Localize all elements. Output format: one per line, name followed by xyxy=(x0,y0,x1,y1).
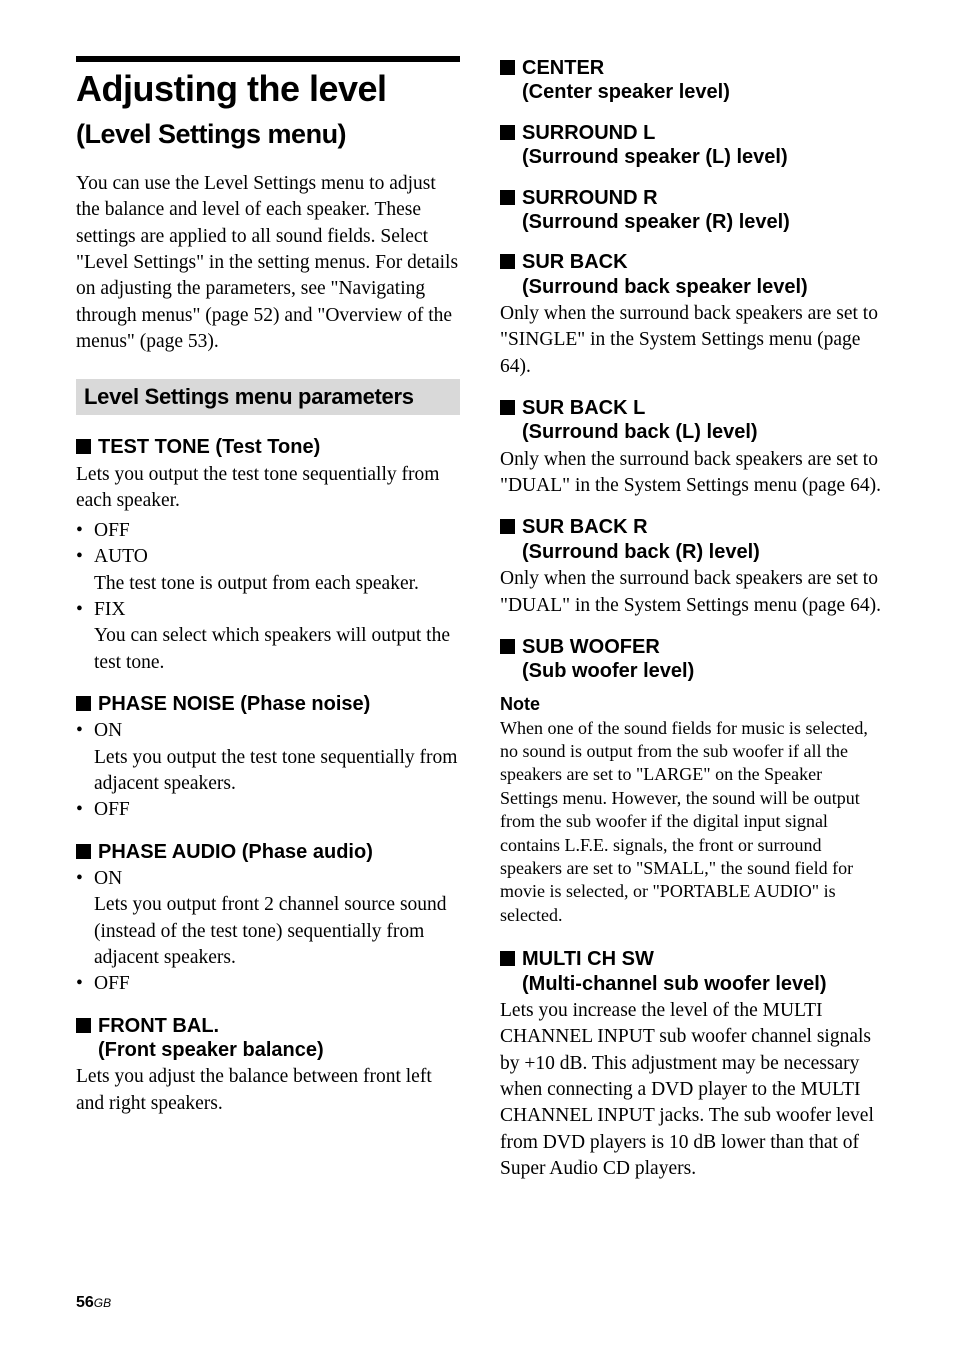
page-columns: Adjusting the level (Level Settings menu… xyxy=(76,56,884,1198)
page-number: 56GB xyxy=(76,1294,111,1312)
square-bullet-icon xyxy=(500,190,515,205)
param-desc: Lets you output the test tone sequential… xyxy=(76,462,460,515)
square-bullet-icon xyxy=(500,254,515,269)
square-bullet-icon xyxy=(76,439,91,454)
bullet-item: ON Lets you output the test tone sequenti… xyxy=(76,718,460,797)
page-title: Adjusting the level (Level Settings menu… xyxy=(76,68,460,153)
param-sur-back-l: SUR BACK L (Surround back (L) level) Onl… xyxy=(500,396,884,499)
param-phase-audio: PHASE AUDIO (Phase audio) ON Lets you out… xyxy=(76,840,460,998)
square-bullet-icon xyxy=(76,696,91,711)
param-heading-text: SUR BACK (Surround back speaker level) xyxy=(522,250,884,299)
bullet-item: OFF xyxy=(76,971,460,997)
param-heading-text: CENTER (Center speaker level) xyxy=(522,56,884,105)
param-surround-r: SURROUND R (Surround speaker (R) level) xyxy=(500,186,884,235)
param-bullets: ON Lets you output the test tone sequenti… xyxy=(76,718,460,823)
bullet-label: OFF xyxy=(94,799,130,820)
param-heading: SUB WOOFER (Sub woofer level) xyxy=(500,635,884,684)
param-heading-text: MULTI CH SW (Multi-channel sub woofer le… xyxy=(522,947,884,996)
param-heading-text: PHASE NOISE (Phase noise) xyxy=(98,692,460,716)
bullet-item: OFF xyxy=(76,518,460,544)
square-bullet-icon xyxy=(500,400,515,415)
param-sur-back: SUR BACK (Surround back speaker level) O… xyxy=(500,250,884,380)
title-sub: (Level Settings menu) xyxy=(76,119,346,149)
param-heading: FRONT BAL. (Front speaker balance) xyxy=(76,1014,460,1063)
bullet-sub: The test tone is output from each speake… xyxy=(94,571,460,597)
bullet-label: OFF xyxy=(94,520,130,541)
param-heading: SUR BACK R (Surround back (R) level) xyxy=(500,515,884,564)
bullet-item: FIX You can select which speakers will ou… xyxy=(76,597,460,676)
param-multi-ch-sw: MULTI CH SW (Multi-channel sub woofer le… xyxy=(500,947,884,1182)
bullet-item: OFF xyxy=(76,797,460,823)
left-column: Adjusting the level (Level Settings menu… xyxy=(76,56,460,1198)
square-bullet-icon xyxy=(500,519,515,534)
param-bullets: ON Lets you output front 2 channel source… xyxy=(76,866,460,998)
param-center: CENTER (Center speaker level) xyxy=(500,56,884,105)
param-heading: PHASE AUDIO (Phase audio) xyxy=(76,840,460,864)
param-desc: Only when the surround back speakers are… xyxy=(500,566,884,619)
bullet-label: ON xyxy=(94,868,122,889)
param-phase-noise: PHASE NOISE (Phase noise) ON Lets you out… xyxy=(76,692,460,824)
param-heading: SURROUND R (Surround speaker (R) level) xyxy=(500,186,884,235)
param-heading-text: SUR BACK L (Surround back (L) level) xyxy=(522,396,884,445)
param-sur-back-r: SUR BACK R (Surround back (R) level) Onl… xyxy=(500,515,884,618)
page-number-suffix: GB xyxy=(94,1296,111,1310)
param-desc: Only when the surround back speakers are… xyxy=(500,447,884,500)
section-heading-bar: Level Settings menu parameters xyxy=(76,379,460,415)
right-column: CENTER (Center speaker level) SURROUND L… xyxy=(500,56,884,1198)
bullet-sub: You can select which speakers will outpu… xyxy=(94,623,460,676)
title-rule xyxy=(76,56,460,62)
param-desc: Lets you increase the level of the MULTI… xyxy=(500,998,884,1182)
square-bullet-icon xyxy=(76,1018,91,1033)
param-heading: PHASE NOISE (Phase noise) xyxy=(76,692,460,716)
param-desc: Only when the surround back speakers are… xyxy=(500,301,884,380)
intro-paragraph: You can use the Level Settings menu to a… xyxy=(76,171,460,355)
square-bullet-icon xyxy=(500,951,515,966)
param-heading-text: SUR BACK R (Surround back (R) level) xyxy=(522,515,884,564)
bullet-label: AUTO xyxy=(94,546,148,567)
bullet-label: ON xyxy=(94,720,122,741)
title-main: Adjusting the level xyxy=(76,68,387,109)
param-desc: Lets you adjust the balance between fron… xyxy=(76,1064,460,1117)
bullet-item: ON Lets you output front 2 channel source… xyxy=(76,866,460,971)
param-heading-text: PHASE AUDIO (Phase audio) xyxy=(98,840,460,864)
param-heading: SURROUND L (Surround speaker (L) level) xyxy=(500,121,884,170)
param-front-bal: FRONT BAL. (Front speaker balance) Lets … xyxy=(76,1014,460,1117)
bullet-sub: Lets you output front 2 channel source s… xyxy=(94,892,460,971)
square-bullet-icon xyxy=(500,125,515,140)
param-heading: CENTER (Center speaker level) xyxy=(500,56,884,105)
bullet-item: AUTO The test tone is output from each sp… xyxy=(76,544,460,597)
param-heading: TEST TONE (Test Tone) xyxy=(76,435,460,459)
bullet-label: OFF xyxy=(94,973,130,994)
param-heading: SUR BACK (Surround back speaker level) xyxy=(500,250,884,299)
square-bullet-icon xyxy=(76,844,91,859)
param-bullets: OFF AUTO The test tone is output from eac… xyxy=(76,518,460,676)
param-surround-l: SURROUND L (Surround speaker (L) level) xyxy=(500,121,884,170)
page-number-value: 56 xyxy=(76,1294,94,1311)
square-bullet-icon xyxy=(500,60,515,75)
param-sub-woofer: SUB WOOFER (Sub woofer level) xyxy=(500,635,884,684)
param-heading-text: SURROUND L (Surround speaker (L) level) xyxy=(522,121,884,170)
note-body: When one of the sound fields for music i… xyxy=(500,717,884,928)
note-title: Note xyxy=(500,694,884,715)
bullet-label: FIX xyxy=(94,599,125,620)
param-heading: SUR BACK L (Surround back (L) level) xyxy=(500,396,884,445)
param-heading-text: SUB WOOFER (Sub woofer level) xyxy=(522,635,884,684)
param-heading-text: FRONT BAL. (Front speaker balance) xyxy=(98,1014,460,1063)
square-bullet-icon xyxy=(500,639,515,654)
param-test-tone: TEST TONE (Test Tone) Lets you output th… xyxy=(76,435,460,676)
param-heading-text: TEST TONE (Test Tone) xyxy=(98,435,460,459)
param-heading-text: SURROUND R (Surround speaker (R) level) xyxy=(522,186,884,235)
bullet-sub: Lets you output the test tone sequential… xyxy=(94,745,460,798)
param-heading: MULTI CH SW (Multi-channel sub woofer le… xyxy=(500,947,884,996)
